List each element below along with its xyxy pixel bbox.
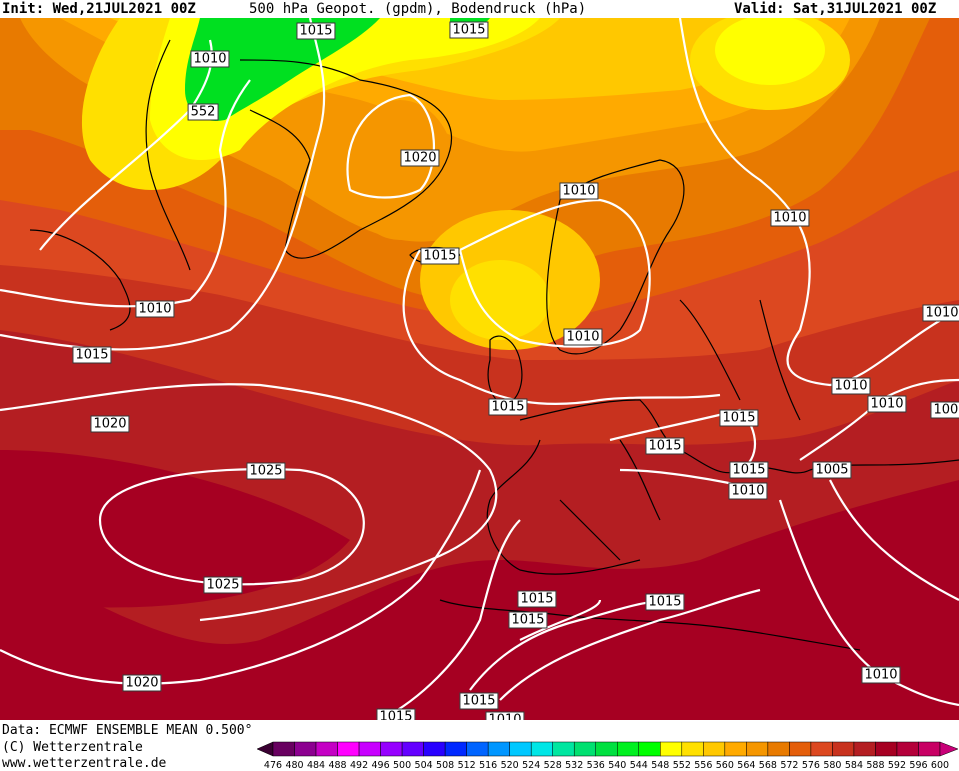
colorbar-swatch (595, 741, 618, 757)
isobar-1020-southwest (0, 469, 482, 685)
isobar-1020-south (0, 383, 498, 622)
colorbar-tick-label: 484 (307, 760, 325, 770)
colorbar-tick-label: 568 (759, 760, 777, 770)
data-source: Data: ECMWF ENSEMBLE MEAN 0.500° (2, 723, 253, 738)
weather-map (0, 18, 959, 720)
colorbar-tick-label: 492 (350, 760, 368, 770)
colorbar-swatch (272, 741, 295, 757)
colorbar-tick-label: 508 (436, 760, 454, 770)
colorbar-tick-label: 560 (716, 760, 734, 770)
colorbar-swatch (832, 741, 855, 757)
website-link[interactable]: www.wetterzentrale.de (2, 756, 167, 771)
colorbar-tick-label: 488 (328, 760, 346, 770)
isobar-1015-scandinavia (458, 198, 651, 348)
band-green (185, 18, 380, 121)
colorbar-tick-label: 548 (651, 760, 669, 770)
colorbar-swatch (337, 741, 360, 757)
northeast-high-552 (715, 18, 825, 85)
colorbar-tick-label: 524 (522, 760, 540, 770)
valid-time: Valid: Sat,31JUL2021 00Z (734, 1, 937, 17)
colorbar-tick-label: 600 (931, 760, 949, 770)
scandinavia-coast (546, 159, 685, 355)
colorbar-arrow-high (939, 741, 959, 757)
greenland-low-564 (345, 100, 455, 240)
colorbar-swatch (789, 741, 812, 757)
colorbar-swatch (294, 741, 317, 757)
colorbar: 476 480 484 488 492 496 500 504 508 512 516 520 524 5… (256, 741, 959, 770)
colorbar-swatch (681, 741, 704, 757)
colorbar-swatch (918, 741, 941, 757)
colorbar-tick-label: 500 (393, 760, 411, 770)
isobar-1015-iberia (379, 519, 761, 720)
colorbar-swatch (853, 741, 876, 757)
colorbar-tick-label: 480 (285, 760, 303, 770)
init-time: Init: Wed,21JUL2021 00Z (2, 1, 196, 17)
colorbar-tick-label: 496 (372, 760, 390, 770)
colorbar-swatch (724, 741, 747, 757)
colorbar-tick-label: 504 (415, 760, 433, 770)
british-isles-coast (487, 335, 523, 406)
colorbar-swatch (509, 741, 532, 757)
colorbar-tick-label: 520 (501, 760, 519, 770)
africa-coast (439, 599, 861, 651)
colorbar-swatch (617, 741, 640, 757)
isobar-1015-iceland (402, 249, 721, 405)
colorbar-tick-label: 576 (802, 760, 820, 770)
country-borders (559, 299, 801, 561)
colorbar-tick-label: 544 (630, 760, 648, 770)
isobar-1025 (98, 467, 365, 586)
colorbar-swatch (703, 741, 726, 757)
isobar-1010-canada (0, 79, 251, 308)
isobar-1010-southeast (778, 499, 959, 707)
colorbar-swatch (660, 741, 683, 757)
isobar-1020-greenland (346, 93, 435, 199)
colorbar-swatch (638, 741, 661, 757)
colorbar-tick-label: 516 (479, 760, 497, 770)
colorbar-tick-label: 580 (823, 760, 841, 770)
greenland-coast (239, 59, 453, 259)
colorbar-tick-label: 584 (845, 760, 863, 770)
band-588-west-patch (0, 450, 350, 608)
colorbar-tick-label: 572 (780, 760, 798, 770)
isobar-1010-east (678, 18, 959, 387)
canada-coast (29, 39, 191, 331)
colorbar-tick-label: 552 (673, 760, 691, 770)
colorbar-swatch (358, 741, 381, 757)
colorbar-swatch (423, 741, 446, 757)
colorbar-tick-label: 476 (264, 760, 282, 770)
colorbar-swatch (573, 741, 596, 757)
colorbar-swatch (487, 741, 510, 757)
colorbar-tick-label: 588 (866, 760, 884, 770)
colorbar-swatch (315, 741, 338, 757)
colorbar-swatch (466, 741, 489, 757)
colorbar-tick-label: 592 (888, 760, 906, 770)
colorbar-tick-label: 556 (694, 760, 712, 770)
map-title: 500 hPa Geopot. (gpdm), Bodendruck (hPa) (249, 1, 587, 17)
colorbar-tick-label: 596 (909, 760, 927, 770)
colorbar-tick-label: 512 (458, 760, 476, 770)
colorbar-swatch (552, 741, 575, 757)
colorbar-swatch (896, 741, 919, 757)
colorbar-tick-label: 532 (565, 760, 583, 770)
colorbar-swatch (746, 741, 769, 757)
colorbar-swatch (875, 741, 898, 757)
colorbar-swatch (530, 741, 553, 757)
colorbar-swatch (767, 741, 790, 757)
colorbar-tick-label: 564 (737, 760, 755, 770)
scandinavia-high-552 (450, 260, 550, 340)
colorbar-swatch (380, 741, 403, 757)
colorbar-arrow-low (256, 741, 274, 757)
colorbar-swatch (401, 741, 424, 757)
colorbar-swatch (810, 741, 833, 757)
copyright: (C) Wetterzentrale (2, 740, 143, 755)
colorbar-tick-label: 536 (587, 760, 605, 770)
colorbar-tick-label: 528 (544, 760, 562, 770)
colorbar-tick-label: 540 (608, 760, 626, 770)
colorbar-swatch (444, 741, 467, 757)
